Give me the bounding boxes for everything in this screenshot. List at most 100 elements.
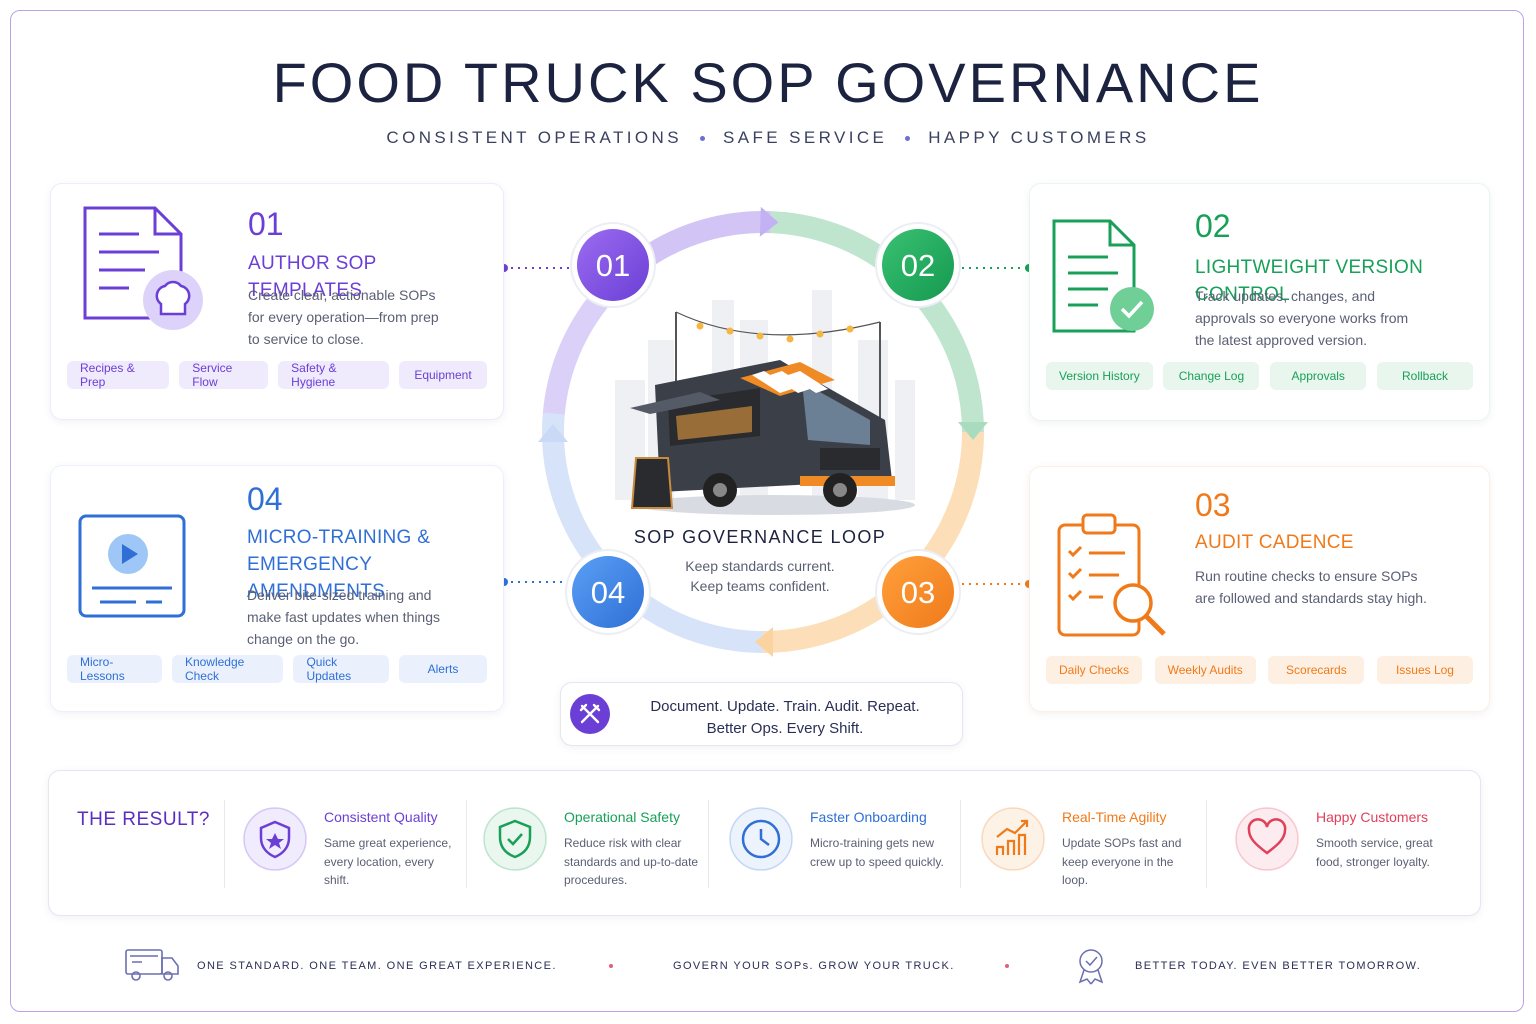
- step-icon: [1050, 217, 1160, 342]
- center-line: Keep standards current.: [685, 558, 835, 574]
- result-icon-graphic: [243, 807, 307, 871]
- result-icon-graphic: [1235, 807, 1299, 871]
- hub: [713, 483, 727, 497]
- icon-shape: [1144, 614, 1166, 636]
- step-number: 02: [1195, 208, 1231, 244]
- icon-shape: [1081, 513, 1117, 535]
- icon-shape: [153, 208, 181, 236]
- icon-shape: [1078, 949, 1104, 985]
- subtitle-item: CONSISTENT OPERATIONS: [386, 128, 682, 147]
- icon-shape: [259, 820, 291, 859]
- result-title: Real-Time Agility: [1062, 809, 1167, 825]
- icon-shape: [99, 232, 159, 290]
- divider: [960, 800, 961, 888]
- node-number: 01: [596, 248, 630, 283]
- footer-text: ONE STANDARD. ONE TEAM. ONE GREAT EXPERI…: [197, 960, 557, 972]
- step-node: [882, 556, 954, 628]
- approved-document-icon: [1052, 219, 1154, 333]
- tag: Micro-Lessons: [67, 655, 162, 683]
- icon-shape: [122, 544, 138, 564]
- badge-icon: [1078, 949, 1104, 985]
- awning-stripe: [752, 371, 792, 393]
- loop-arc: [769, 211, 893, 272]
- step-description: Create clear, actionable SOPs for every …: [248, 287, 439, 347]
- result-icon-graphic: [981, 807, 1045, 871]
- document-icon: [83, 206, 203, 330]
- icon-shape: [1079, 949, 1103, 973]
- step-number: 01: [248, 206, 284, 242]
- icon-shape: [131, 971, 141, 981]
- tag-row: Version History Change Log Approvals Rollba…: [1046, 362, 1473, 390]
- tag: Version History: [1046, 362, 1153, 390]
- center-title: SOP GOVERNANCE LOOP: [633, 527, 887, 547]
- video-icon: [78, 514, 186, 618]
- side-awning: [630, 392, 720, 414]
- icon-shape: [498, 819, 532, 859]
- truck-illustration: [615, 290, 915, 515]
- result-icon: [1234, 806, 1300, 877]
- tag-row: Daily Checks Weekly Audits Scorecards Issue…: [1046, 656, 1473, 684]
- icon-shape: [498, 819, 532, 859]
- truck-window-glow: [676, 406, 752, 440]
- loop-arrow: [759, 206, 779, 237]
- step-title: AUDIT CADENCE: [1195, 532, 1354, 553]
- loop-arc: [639, 211, 771, 268]
- icon-shape: [163, 971, 173, 981]
- tag: Change Log: [1163, 362, 1260, 390]
- tag: Quick Updates: [293, 655, 389, 683]
- tag: Rollback: [1377, 362, 1473, 390]
- step-node: [882, 229, 954, 301]
- step-number: 03: [1195, 487, 1231, 523]
- separator: [699, 135, 705, 141]
- step-description: Track updates, changes, and approvals so…: [1195, 288, 1409, 348]
- divider: [224, 800, 225, 888]
- result-icon: [242, 806, 308, 877]
- subtitle-item: HAPPY CUSTOMERS: [928, 128, 1150, 147]
- step-description: Deliver bite-sized training and make fas…: [247, 587, 441, 647]
- step-card: 01 AUTHOR SOP TEMPLATES Create clear, acti…: [50, 183, 504, 420]
- icon-shape: [1108, 221, 1134, 247]
- step-node: [572, 556, 644, 628]
- node-number: 04: [591, 575, 625, 610]
- icon-shape: [579, 703, 601, 724]
- icon-shape: [1247, 818, 1287, 855]
- result-description: Micro-training gets new crew up to speed…: [810, 836, 944, 869]
- icon-shape: [1247, 818, 1287, 855]
- skyline-building: [895, 380, 915, 500]
- step-title: MICRO-TRAINING & EMERGENCY AMENDMENTS: [247, 527, 431, 602]
- bulb: [696, 322, 704, 330]
- step-description: Run routine checks to ensure SOPs are fo…: [1195, 568, 1427, 606]
- bulb: [756, 332, 764, 340]
- tag: Weekly Audits: [1154, 656, 1256, 684]
- motto-line: Document. Update. Train. Audit. Repeat.: [650, 698, 920, 715]
- icon-shape: [125, 949, 163, 975]
- icon-shape: [1078, 969, 1104, 985]
- tag-row: Recipes & Prep Service Flow Safety & Hygie…: [67, 361, 487, 389]
- result-heading: THE RESULT?: [77, 809, 210, 830]
- tag: Daily Checks: [1046, 656, 1143, 684]
- icon-shape: [266, 833, 284, 849]
- icon-shape: [1068, 255, 1118, 307]
- loop-arc: [542, 289, 611, 415]
- icon-shape: [125, 949, 179, 981]
- icon-shape: [130, 955, 158, 963]
- divider: [466, 800, 467, 888]
- utensils-icon: [570, 694, 610, 734]
- footer-text: BETTER TODAY. EVEN BETTER TOMORROW.: [1135, 960, 1422, 972]
- step-node: [577, 229, 649, 301]
- tag: Scorecards: [1268, 656, 1365, 684]
- subtitle: CONSISTENT OPERATIONS SAFE SERVICE HAPPY…: [0, 128, 1536, 148]
- result-description: Same great experience, every location, e…: [324, 836, 452, 887]
- result-icon: [980, 806, 1046, 877]
- icon-shape: [92, 586, 172, 604]
- step-card: 04 MICRO-TRAINING & EMERGENCY AMENDMENTS D…: [50, 465, 504, 712]
- result-icon-graphic: [729, 807, 793, 871]
- tag: Approvals: [1270, 362, 1367, 390]
- icon-shape: [759, 829, 770, 846]
- icon-shape: [1120, 300, 1144, 319]
- motto-line: Better Ops. Every Shift.: [706, 720, 864, 737]
- separator: [1005, 964, 1009, 968]
